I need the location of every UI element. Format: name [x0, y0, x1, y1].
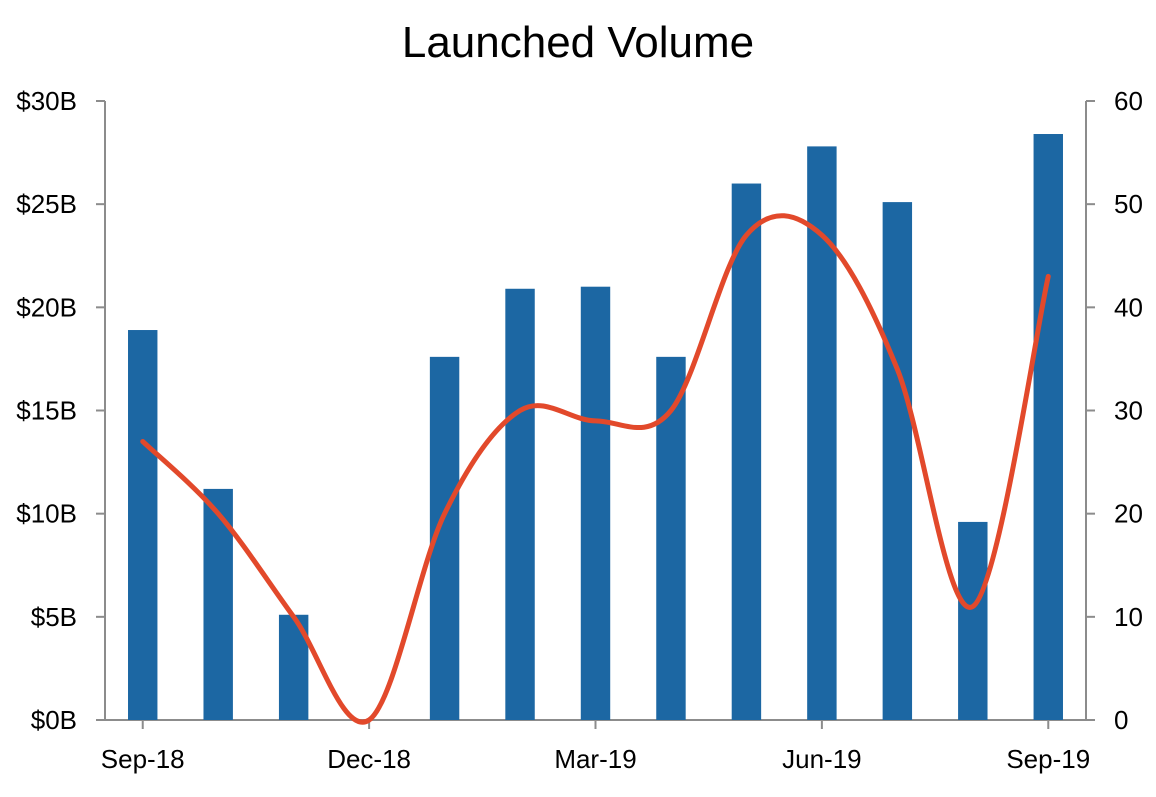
x-axis-tick-label: Mar-19	[554, 744, 636, 774]
volume-bar	[958, 521, 988, 720]
right-axis-tick-label: 60	[1114, 86, 1143, 116]
volume-bar	[731, 183, 762, 721]
x-axis-tick-label: Jun-19	[782, 744, 862, 774]
line-series	[140, 213, 1051, 725]
x-axis-tick-label: Sep-19	[1006, 744, 1090, 774]
left-axis-tick-label: $20B	[16, 292, 77, 322]
volume-bar	[128, 330, 158, 720]
right-axis-tick-label: 50	[1114, 189, 1143, 219]
left-axis-tick-label: $30B	[16, 86, 77, 116]
left-axis-tick-label: $25B	[16, 189, 77, 219]
right-axis-tick-label: 30	[1114, 396, 1143, 426]
x-axis-tick-label: Sep-18	[101, 744, 185, 774]
tick-labels: $0B $5B $10B $15B $20B $25B $30B 0 10 20 30 40 50 60 S…	[16, 86, 1143, 774]
right-axis-tick-label: 20	[1114, 499, 1143, 529]
right-axis-tick-label: 10	[1114, 602, 1143, 632]
volume-bar	[882, 202, 913, 720]
volume-bar	[1033, 134, 1063, 721]
bar-series	[128, 134, 1063, 721]
chart-title: Launched Volume	[401, 18, 755, 67]
volume-bar	[580, 286, 611, 720]
left-axis-tick-label: $5B	[31, 602, 77, 632]
left-axis-tick-label: $0B	[31, 705, 77, 735]
left-axis-tick-label: $15B	[16, 396, 77, 426]
right-axis-tick-label: 0	[1114, 705, 1128, 735]
count-line	[140, 213, 1051, 725]
x-axis-tick-label: Dec-18	[327, 744, 411, 774]
right-axis-tick-label: 40	[1114, 292, 1143, 322]
left-axis-tick-label: $10B	[16, 499, 77, 529]
volume-bar	[505, 288, 535, 720]
